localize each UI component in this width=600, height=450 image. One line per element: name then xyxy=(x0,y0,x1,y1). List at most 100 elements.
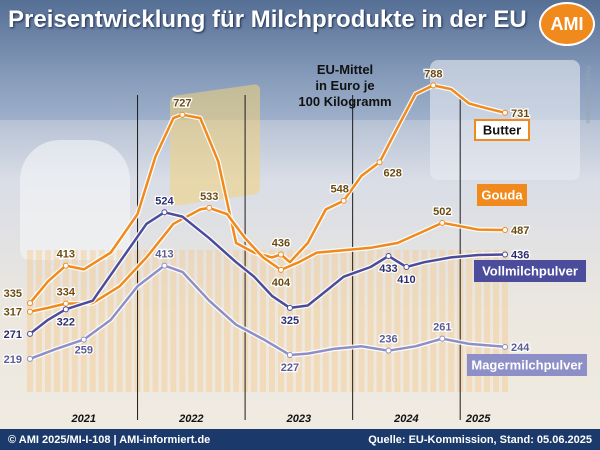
data-label-vollmilch: 410 xyxy=(397,274,415,286)
point-marker-gouda xyxy=(439,219,446,226)
data-label-vollmilch: 433 xyxy=(379,263,397,275)
month-bar xyxy=(27,250,33,392)
month-bar xyxy=(179,250,186,392)
data-label-mager: 236 xyxy=(379,334,397,346)
background-photo-jug xyxy=(20,140,130,260)
month-bar xyxy=(403,250,410,392)
data-label-butter: 731 xyxy=(511,108,529,120)
month-bar xyxy=(439,250,446,392)
month-bar xyxy=(71,250,78,392)
point-marker-mager xyxy=(161,262,168,269)
month-bar xyxy=(98,250,105,392)
photo-credit: Foto: Fotolia/Silaw xyxy=(584,66,591,124)
point-marker-butter xyxy=(376,159,383,166)
month-bar xyxy=(394,250,401,392)
data-label-vollmilch: 322 xyxy=(57,316,75,328)
chart-subtitle-line: in Euro je xyxy=(315,78,374,93)
ami-logo: AMI xyxy=(541,4,593,44)
footer-bar xyxy=(0,429,600,450)
point-marker-mager xyxy=(502,343,508,350)
point-marker-mager xyxy=(439,335,446,342)
point-marker-vollmilch xyxy=(502,251,508,258)
data-label-vollmilch: 325 xyxy=(281,315,299,327)
year-label: 2024 xyxy=(393,413,418,425)
point-marker-butter xyxy=(502,109,508,116)
month-bar xyxy=(233,250,240,392)
point-marker-vollmilch xyxy=(403,264,410,271)
legend-label-vollmilch: Vollmilchpulver xyxy=(482,264,578,279)
data-label-butter: 628 xyxy=(384,167,402,179)
data-label-vollmilch: 436 xyxy=(511,250,529,262)
data-label-vollmilch: 271 xyxy=(4,329,22,341)
month-bar xyxy=(277,250,284,392)
series-line-vollmilch xyxy=(29,211,506,335)
legend: Butter Gouda Vollmilchpulver Magermilchpulv… xyxy=(467,119,587,376)
month-bar xyxy=(385,250,392,392)
data-label-mager: 219 xyxy=(4,354,22,366)
point-marker-vollmilch xyxy=(385,252,392,259)
month-bar xyxy=(412,250,419,392)
data-labels: 335 413 727 436 548 628 788 731 317 334 533 404 502 4… xyxy=(2,67,531,375)
month-bar xyxy=(89,250,96,392)
legend-box-mager xyxy=(467,354,587,376)
month-bar xyxy=(466,250,473,392)
point-marker-mager xyxy=(286,351,293,358)
month-bar xyxy=(188,250,195,392)
month-bar xyxy=(475,250,482,392)
point-marker-mager xyxy=(27,355,33,362)
month-bar xyxy=(502,250,508,392)
data-label-mager: 227 xyxy=(281,362,299,374)
footer-copyright: © AMI 2025/MI-I-108 | AMI-informiert.de xyxy=(8,434,211,446)
month-bar xyxy=(268,250,275,392)
month-bar xyxy=(448,250,455,392)
point-marker-butter xyxy=(340,197,347,204)
point-marker-butter xyxy=(62,262,69,269)
point-marker-gouda xyxy=(502,227,508,234)
month-bar xyxy=(170,250,177,392)
data-label-mager: 261 xyxy=(433,322,451,334)
legend-label-gouda: Gouda xyxy=(481,188,523,203)
year-label: 2022 xyxy=(178,413,203,425)
month-bar xyxy=(152,250,159,392)
point-marker-butter xyxy=(179,111,186,118)
data-label-mager: 413 xyxy=(155,249,173,261)
year-label: 2025 xyxy=(465,413,491,425)
month-bar xyxy=(421,250,428,392)
point-marker-gouda xyxy=(62,300,69,307)
month-bar xyxy=(322,250,329,392)
month-bar xyxy=(62,250,69,392)
series-line-mager xyxy=(29,264,506,360)
month-bar xyxy=(313,250,320,392)
month-bar xyxy=(493,250,500,392)
point-marker-butter xyxy=(430,82,437,89)
month-bar xyxy=(340,250,347,392)
month-bars xyxy=(27,250,508,392)
year-label: 2023 xyxy=(286,413,311,425)
data-label-gouda: 487 xyxy=(511,225,529,237)
series-line-butter xyxy=(29,84,506,304)
legend-box-butter xyxy=(474,119,530,141)
month-bar xyxy=(197,250,204,392)
data-label-gouda: 404 xyxy=(272,277,291,289)
data-label-butter: 548 xyxy=(330,184,348,196)
point-marker-vollmilch xyxy=(27,330,33,337)
month-bar xyxy=(80,250,87,392)
point-marker-vollmilch xyxy=(62,306,69,313)
month-bar xyxy=(304,250,311,392)
month-bar xyxy=(35,250,42,392)
data-label-butter: 436 xyxy=(272,238,290,250)
month-bar xyxy=(125,250,132,392)
point-marker-gouda xyxy=(277,266,284,273)
month-bar xyxy=(430,250,437,392)
series-lines xyxy=(28,82,506,362)
point-marker-vollmilch xyxy=(161,209,168,216)
point-marker-mager xyxy=(80,336,87,343)
month-bar xyxy=(295,250,302,392)
month-bar xyxy=(358,250,365,392)
series-line-gouda xyxy=(29,206,506,313)
month-bar xyxy=(53,250,60,392)
point-marker-gouda xyxy=(27,308,33,315)
